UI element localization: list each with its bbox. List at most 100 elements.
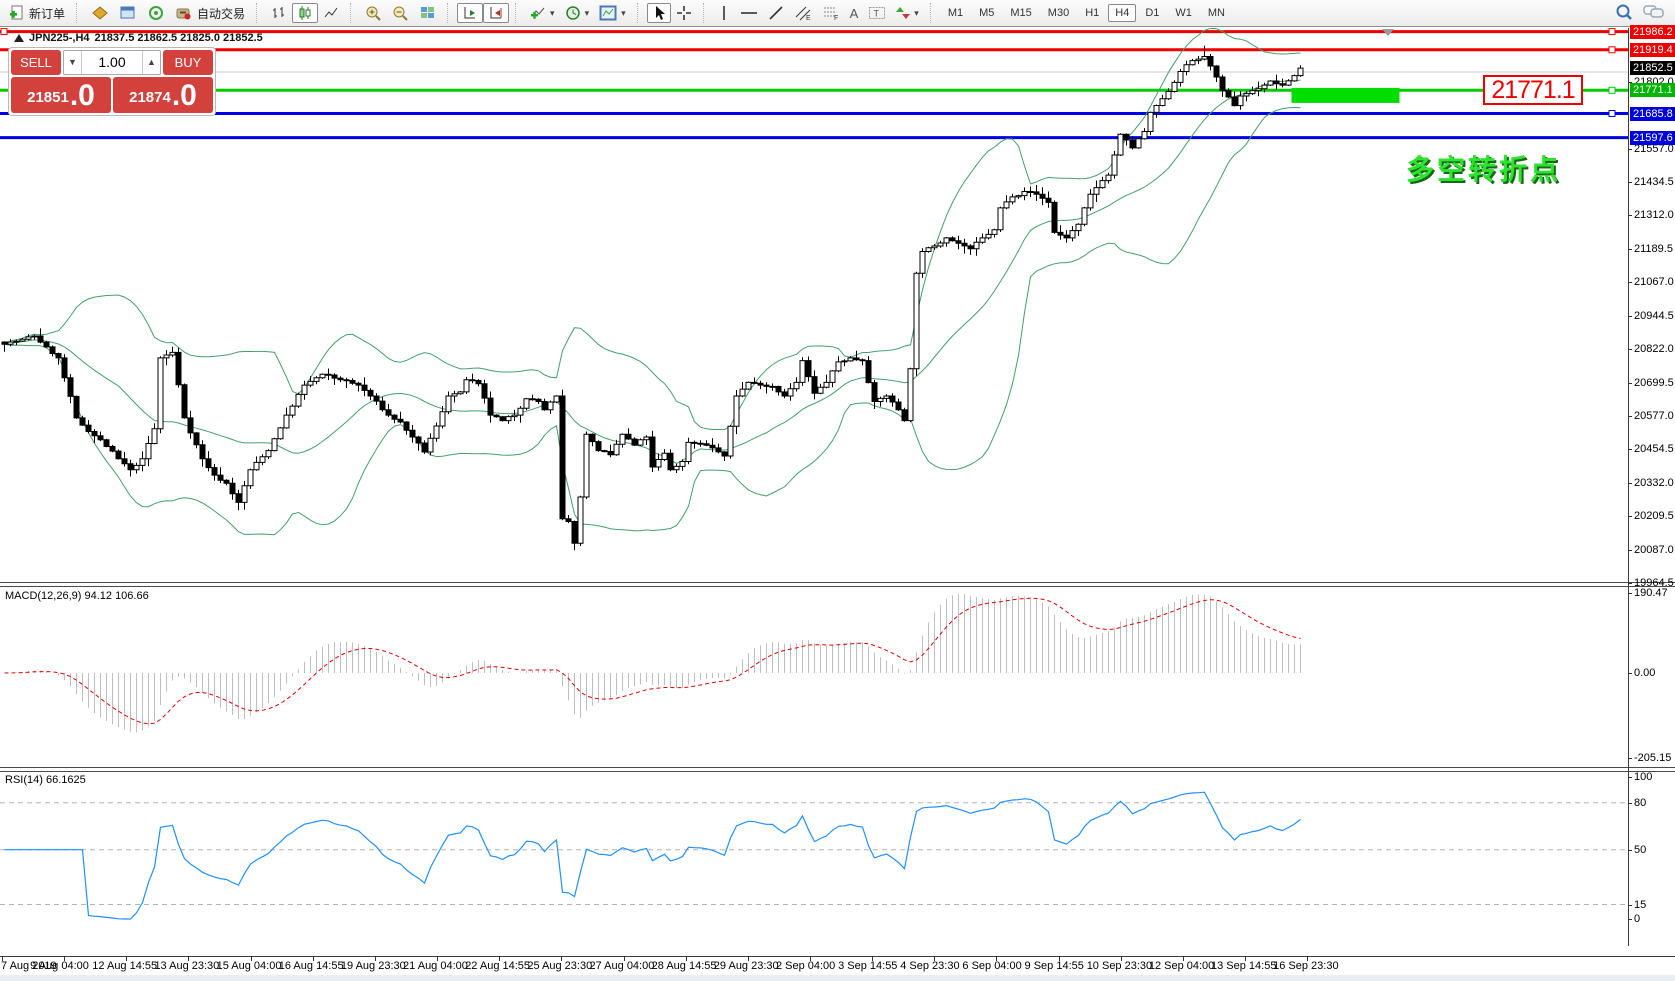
buy-price-display[interactable]: 21874 .0 <box>113 77 213 113</box>
text-label-button[interactable]: T <box>863 3 891 23</box>
dropdown-arrow-icon: ▾ <box>584 7 590 18</box>
line-chart-icon <box>323 5 339 21</box>
timeframe-w1[interactable]: W1 <box>1175 7 1192 19</box>
horizontal-line-button[interactable] <box>735 3 763 23</box>
price-tick-dash <box>1628 215 1632 216</box>
time-tick <box>312 956 314 961</box>
rsi-tick-dash <box>1628 803 1632 804</box>
price-tick: 19964.5 <box>1634 577 1674 589</box>
time-tick <box>1120 956 1122 961</box>
volume-value[interactable]: 1.00 <box>98 54 126 70</box>
search-icon[interactable] <box>1615 3 1633 24</box>
line-handle <box>1608 28 1616 36</box>
timeframe-group: M1 M5 M15 M30 H1 H4 D1 W1 MN <box>940 0 1233 26</box>
time-tick <box>2 956 3 961</box>
tile-windows-button[interactable] <box>414 3 441 23</box>
rsi-axis-label: 50 <box>1634 844 1647 856</box>
periods-button[interactable]: ▾ <box>560 3 595 23</box>
buy-price-main: 21874 <box>129 89 171 106</box>
timeframe-m30[interactable]: M30 <box>1047 7 1070 19</box>
time-label: 10 Sep 23:30 <box>1086 960 1153 972</box>
fibonacci-button[interactable]: F <box>817 3 845 23</box>
sell-price-display[interactable]: 21851 .0 <box>11 77 111 113</box>
chart-window[interactable]: JPN225-,H4 21837.5 21862.5 21825.0 21852… <box>0 25 1675 981</box>
autotrading-icon <box>175 5 193 21</box>
toolbar-separator <box>515 3 521 23</box>
timeframe-m15[interactable]: M15 <box>1010 7 1032 19</box>
equidistant-channel-button[interactable]: E <box>789 3 817 23</box>
chat-icon[interactable] <box>1643 3 1665 24</box>
bar-chart-button[interactable] <box>266 3 292 23</box>
line-handle <box>1608 86 1616 94</box>
signals-button[interactable] <box>142 3 170 23</box>
timeframe-h4[interactable]: H4 <box>1108 4 1137 22</box>
zoom-out-button[interactable] <box>387 3 414 23</box>
vertical-line-button[interactable] <box>713 3 735 23</box>
cursor-button[interactable] <box>646 3 671 23</box>
price-tick-dash <box>1628 449 1632 450</box>
price-callout-label[interactable]: 21771.1 <box>1483 75 1583 105</box>
chart-shift-button[interactable] <box>483 3 510 23</box>
quotes-button[interactable] <box>86 3 114 23</box>
time-label: 25 Aug 23:30 <box>527 960 593 972</box>
volume-decrease-button[interactable]: ▼ <box>64 51 82 74</box>
timeframe-d1[interactable]: D1 <box>1145 7 1160 19</box>
dropdown-arrow-icon: ▾ <box>550 7 555 18</box>
svg-text:T: T <box>874 9 880 19</box>
new-order-button[interactable]: 新订单 <box>4 3 70 23</box>
time-label: 9 Aug 04:00 <box>30 960 89 972</box>
toolbar-separator <box>350 3 356 23</box>
time-tick <box>1307 956 1309 961</box>
trendline-button[interactable] <box>763 3 789 23</box>
price-tick: 21067.0 <box>1634 276 1674 288</box>
time-label: 19 Aug 23:30 <box>340 960 406 972</box>
price-tick-dash <box>1628 82 1632 83</box>
candlestick-chart-button[interactable] <box>292 3 319 23</box>
volume-stepper: ▼ 1.00 ▲ <box>63 50 161 75</box>
timeframe-m5[interactable]: M5 <box>979 7 995 19</box>
time-tick <box>747 956 749 961</box>
price-tick-dash <box>1628 182 1632 183</box>
one-click-trading-panel: SELL ▼ 1.00 ▲ BUY 21851 .0 21874 .0 <box>8 47 216 116</box>
auto-scroll-button[interactable] <box>457 3 484 23</box>
macd-axis-label: -205.15 <box>1634 752 1672 764</box>
price-tick: 20454.5 <box>1634 443 1674 455</box>
chart-shift-icon <box>488 5 504 21</box>
pane-separator-macd[interactable] <box>0 582 1675 587</box>
rsi-tick-dash <box>1628 919 1632 920</box>
volume-increase-button[interactable]: ▲ <box>142 51 160 74</box>
trendline-icon <box>768 5 784 21</box>
timeframe-h1[interactable]: H1 <box>1085 7 1100 19</box>
toolbar-separator <box>76 3 82 23</box>
pane-separator-rsi[interactable] <box>0 767 1675 772</box>
macd-histogram <box>10 594 1301 733</box>
rsi-axis-label: 0 <box>1634 913 1641 925</box>
symbol-period-label: JPN225-,H4 <box>29 32 90 44</box>
buy-button[interactable]: BUY <box>163 50 213 75</box>
arrows-button[interactable]: ▾ <box>891 3 924 23</box>
crosshair-button[interactable] <box>671 3 697 23</box>
rsi-axis-label: 100 <box>1634 771 1653 783</box>
new-chart-button[interactable] <box>114 3 142 23</box>
timeframe-m1[interactable]: M1 <box>947 7 964 19</box>
text-button[interactable]: A <box>845 3 864 23</box>
timeframe-mn[interactable]: MN <box>1207 7 1225 19</box>
macd-label: MACD(12,26,9) 94.12 106.66 <box>5 590 149 602</box>
line-chart-button[interactable] <box>318 3 344 23</box>
price-tick-dash <box>1628 483 1632 484</box>
templates-button[interactable]: ▾ <box>594 3 631 23</box>
time-label: 13 Sep 14:55 <box>1211 960 1277 972</box>
zoom-in-button[interactable] <box>360 3 387 23</box>
time-label: 15 Aug 04:00 <box>216 960 282 972</box>
fibonacci-icon: F <box>822 5 840 21</box>
bar-chart-icon <box>271 5 287 21</box>
price-tick: 21434.5 <box>1634 176 1674 188</box>
autotrading-button[interactable]: 自动交易 <box>170 3 250 23</box>
svg-text:E: E <box>806 15 811 21</box>
zoom-out-icon <box>392 5 409 21</box>
sell-button[interactable]: SELL <box>11 50 61 75</box>
one-click-collapse-icon[interactable] <box>14 34 24 42</box>
sell-price-main: 21851 <box>27 89 69 106</box>
indicators-button[interactable]: ▾ <box>525 3 560 23</box>
rsi-axis-label: 15 <box>1634 899 1647 911</box>
